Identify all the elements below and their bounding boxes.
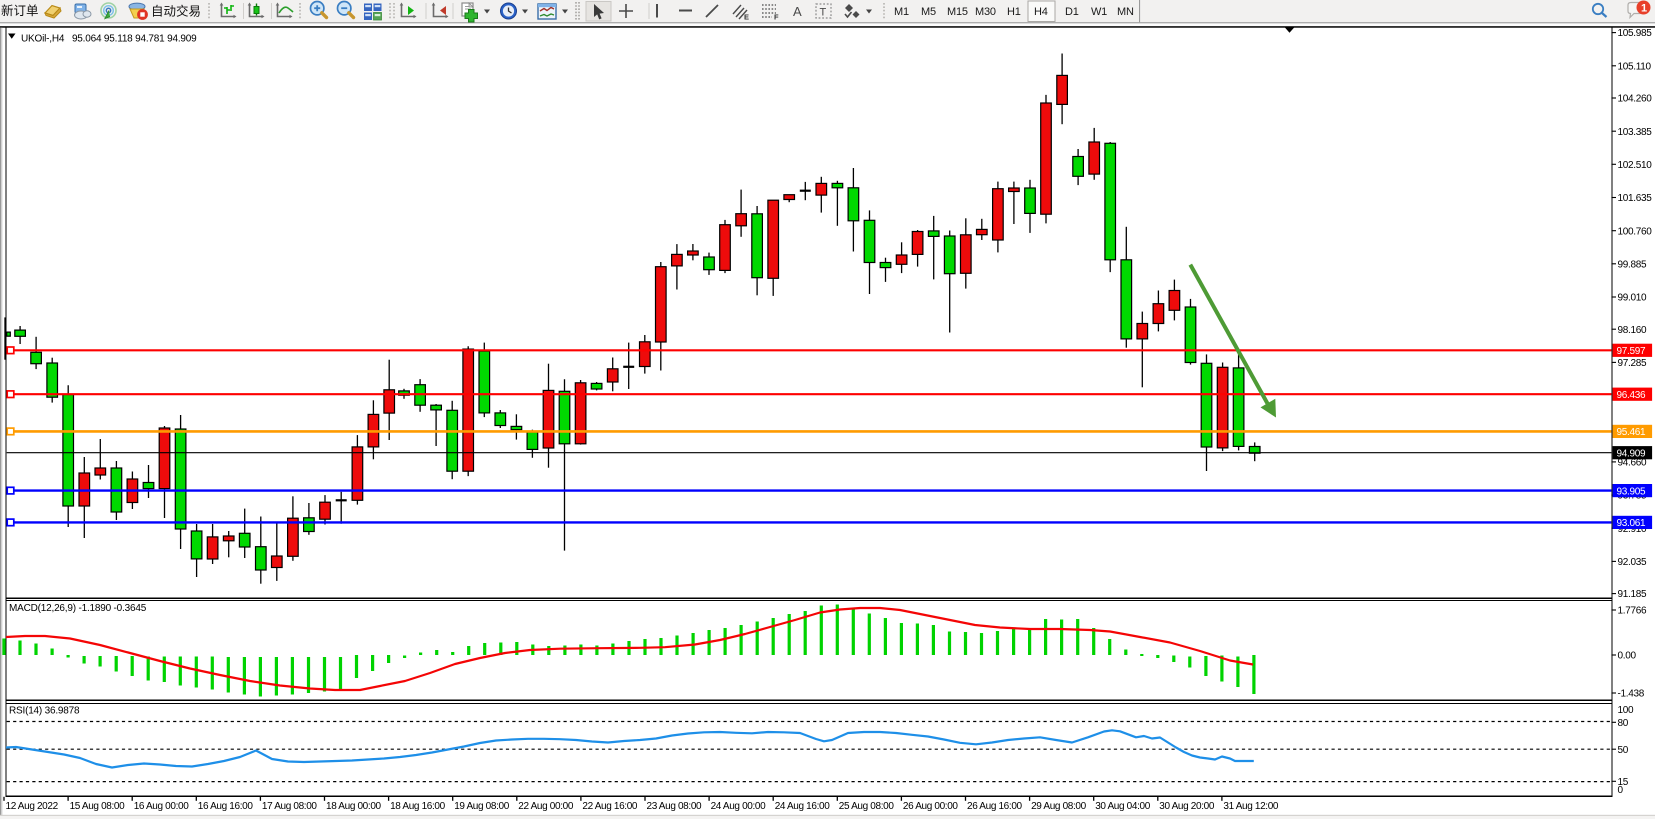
svg-text:12 Aug 2022: 12 Aug 2022 xyxy=(6,801,59,812)
svg-text:100: 100 xyxy=(1618,705,1635,716)
svg-text:H1: H1 xyxy=(1007,6,1021,18)
svg-text:97.285: 97.285 xyxy=(1618,358,1648,369)
svg-text:D1: D1 xyxy=(1065,6,1079,18)
svg-text:24 Aug 00:00: 24 Aug 00:00 xyxy=(711,801,767,812)
svg-text:16 Aug 00:00: 16 Aug 00:00 xyxy=(134,801,190,812)
svg-text:30 Aug 04:00: 30 Aug 04:00 xyxy=(1095,801,1151,812)
svg-text:105.985: 105.985 xyxy=(1618,28,1653,39)
svg-text:MACD(12,26,9) -1.1890 -0.3645: MACD(12,26,9) -1.1890 -0.3645 xyxy=(9,603,147,614)
svg-text:-1.438: -1.438 xyxy=(1618,689,1645,700)
svg-text:15: 15 xyxy=(1618,777,1629,788)
svg-text:T: T xyxy=(820,7,827,19)
svg-text:17 Aug 08:00: 17 Aug 08:00 xyxy=(262,801,318,812)
svg-text:29 Aug 08:00: 29 Aug 08:00 xyxy=(1031,801,1087,812)
svg-text:22 Aug 00:00: 22 Aug 00:00 xyxy=(518,801,574,812)
svg-text:0: 0 xyxy=(1618,785,1624,796)
svg-text:99.010: 99.010 xyxy=(1618,293,1648,304)
svg-text:96.436: 96.436 xyxy=(1617,390,1647,401)
svg-text:97.597: 97.597 xyxy=(1617,346,1647,357)
svg-text:94.909: 94.909 xyxy=(1617,449,1647,460)
svg-text:E: E xyxy=(744,13,749,22)
svg-text:30 Aug 20:00: 30 Aug 20:00 xyxy=(1159,801,1215,812)
svg-text:94.660: 94.660 xyxy=(1618,458,1648,469)
svg-text:M30: M30 xyxy=(975,6,996,18)
svg-text:26 Aug 00:00: 26 Aug 00:00 xyxy=(903,801,959,812)
svg-text:16 Aug 16:00: 16 Aug 16:00 xyxy=(198,801,254,812)
svg-text:99.885: 99.885 xyxy=(1618,259,1648,270)
svg-text:98.160: 98.160 xyxy=(1618,325,1648,336)
svg-text:新订单: 新订单 xyxy=(1,3,39,18)
svg-text:95.461: 95.461 xyxy=(1617,427,1647,438)
svg-text:M1: M1 xyxy=(894,6,909,18)
svg-text:0.00: 0.00 xyxy=(1618,651,1637,662)
svg-text:80: 80 xyxy=(1618,718,1629,729)
svg-text:50: 50 xyxy=(1618,745,1629,756)
svg-text:103.385: 103.385 xyxy=(1618,127,1653,138)
svg-text:92.910: 92.910 xyxy=(1618,524,1648,535)
svg-text:MN: MN xyxy=(1117,6,1134,18)
svg-text:18 Aug 00:00: 18 Aug 00:00 xyxy=(326,801,382,812)
svg-text:自动交易: 自动交易 xyxy=(151,4,201,19)
svg-text:M5: M5 xyxy=(921,6,936,18)
svg-text:19 Aug 08:00: 19 Aug 08:00 xyxy=(454,801,510,812)
svg-text:23 Aug 08:00: 23 Aug 08:00 xyxy=(647,801,703,812)
svg-text:18 Aug 16:00: 18 Aug 16:00 xyxy=(390,801,446,812)
svg-text:91.185: 91.185 xyxy=(1618,589,1648,600)
svg-text:F: F xyxy=(774,13,779,22)
svg-text:31 Aug 12:00: 31 Aug 12:00 xyxy=(1223,801,1279,812)
svg-text:22 Aug 16:00: 22 Aug 16:00 xyxy=(582,801,638,812)
svg-text:105.110: 105.110 xyxy=(1618,61,1652,72)
svg-text:1: 1 xyxy=(1641,3,1647,15)
svg-text:1.7766: 1.7766 xyxy=(1618,606,1648,617)
svg-text:92.035: 92.035 xyxy=(1618,557,1648,568)
svg-text:24 Aug 16:00: 24 Aug 16:00 xyxy=(775,801,831,812)
svg-text:26 Aug 16:00: 26 Aug 16:00 xyxy=(967,801,1023,812)
svg-text:W1: W1 xyxy=(1091,6,1107,18)
svg-text:M15: M15 xyxy=(947,6,968,18)
svg-text:H4: H4 xyxy=(1034,6,1048,18)
svg-text:102.510: 102.510 xyxy=(1618,160,1653,171)
svg-text:25 Aug 08:00: 25 Aug 08:00 xyxy=(839,801,895,812)
svg-text:100.760: 100.760 xyxy=(1618,226,1653,237)
svg-text:15 Aug 08:00: 15 Aug 08:00 xyxy=(70,801,126,812)
svg-text:104.260: 104.260 xyxy=(1618,94,1653,105)
svg-text:93.905: 93.905 xyxy=(1617,486,1647,497)
svg-text:UKOil-,H4 95.064 95.118 94.7: UKOil-,H4 95.064 95.118 94.781 94.909 xyxy=(21,34,197,45)
svg-text:93.061: 93.061 xyxy=(1617,518,1647,529)
svg-text:101.635: 101.635 xyxy=(1618,193,1653,204)
svg-text:RSI(14) 36.9878: RSI(14) 36.9878 xyxy=(9,706,80,717)
svg-text:A: A xyxy=(793,4,802,19)
